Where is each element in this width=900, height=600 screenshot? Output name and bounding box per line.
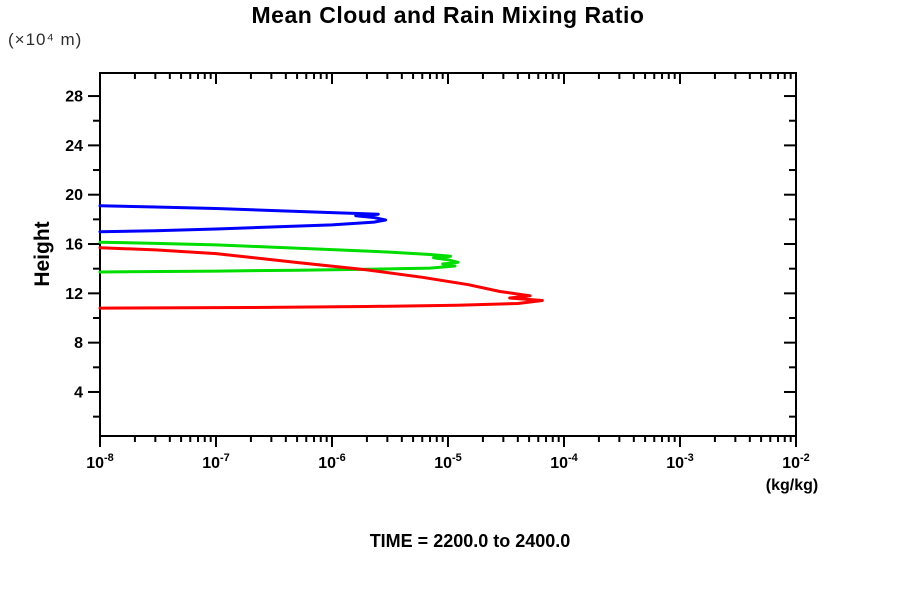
x-axis-tick-label: 10-2 <box>782 452 810 472</box>
x-axis-tick-label: 10-6 <box>318 452 346 472</box>
time-caption: TIME = 2200.0 to 2400.0 <box>369 531 571 551</box>
y-axis-unit-label: (×10⁴ m) <box>8 30 83 49</box>
x-axis-tick-label: 10-8 <box>86 452 114 472</box>
series-line-blue-profile <box>98 204 388 234</box>
y-axis-tick-label: 16 <box>65 237 83 254</box>
x-axis-tick-label: 10-5 <box>434 452 462 472</box>
y-axis-tick-label: 8 <box>74 335 83 352</box>
y-axis-tick-label: 20 <box>65 187 83 204</box>
series-line-green-profile <box>98 240 460 274</box>
series-line-red-profile <box>98 246 544 310</box>
y-axis-title: Height <box>31 221 54 287</box>
chart-title: Mean Cloud and Rain Mixing Ratio <box>251 2 645 28</box>
plot-frame <box>99 72 797 437</box>
x-axis-tick-label: 10-7 <box>202 452 230 472</box>
y-axis-tick-label: 28 <box>65 89 83 106</box>
y-axis-tick-label: 24 <box>65 138 83 155</box>
x-axis-unit-label: (kg/kg) <box>765 477 819 494</box>
x-axis-tick-label: 10-3 <box>666 452 694 472</box>
y-axis-tick-label: 12 <box>65 286 83 303</box>
y-axis-tick-label: 4 <box>74 384 83 401</box>
x-axis-tick-label: 10-4 <box>550 452 578 472</box>
